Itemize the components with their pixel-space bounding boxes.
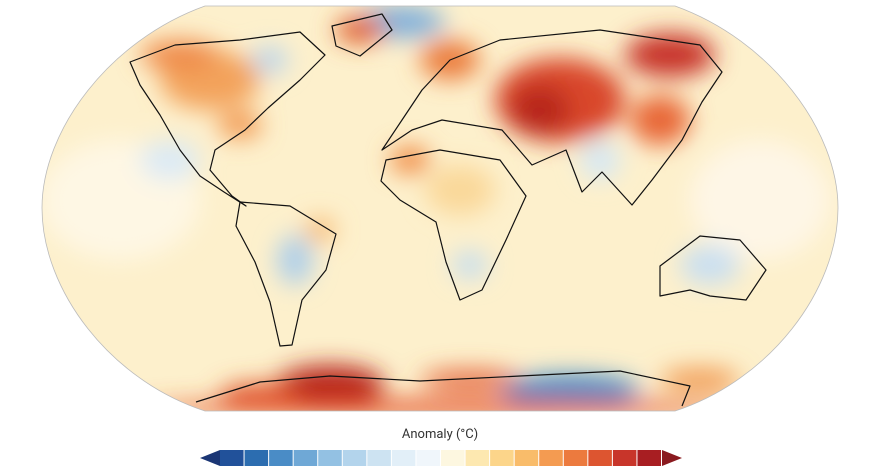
colorbar-label: Anomaly (°C) [402, 427, 478, 442]
colorbar-segment [367, 450, 391, 466]
colorbar-segment [612, 450, 637, 466]
colorbar-segment [514, 450, 539, 466]
colorbar-segment [416, 450, 440, 466]
colorbar-segment [539, 450, 563, 466]
colorbar-segment [391, 450, 416, 466]
colorbar-segment [342, 450, 367, 466]
colorbar-extend-low [200, 450, 220, 466]
colorbar-segment [244, 450, 269, 466]
anomaly-field [42, 6, 838, 411]
colorbar-segment [637, 450, 661, 466]
coastlines [129, 13, 767, 407]
colorbar-segment [588, 450, 612, 466]
colorbar-segment [293, 450, 318, 466]
colorbar-extend-high [662, 450, 682, 466]
colorbar-segment [318, 450, 342, 466]
colorbar-segment [441, 450, 465, 466]
colorbar-segment [563, 450, 588, 466]
colorbar-segment [269, 450, 293, 466]
colorbar-segment [490, 450, 514, 466]
map-outline [41, 5, 839, 412]
colorbar-segment [465, 450, 490, 466]
colorbar-segment [220, 450, 244, 466]
